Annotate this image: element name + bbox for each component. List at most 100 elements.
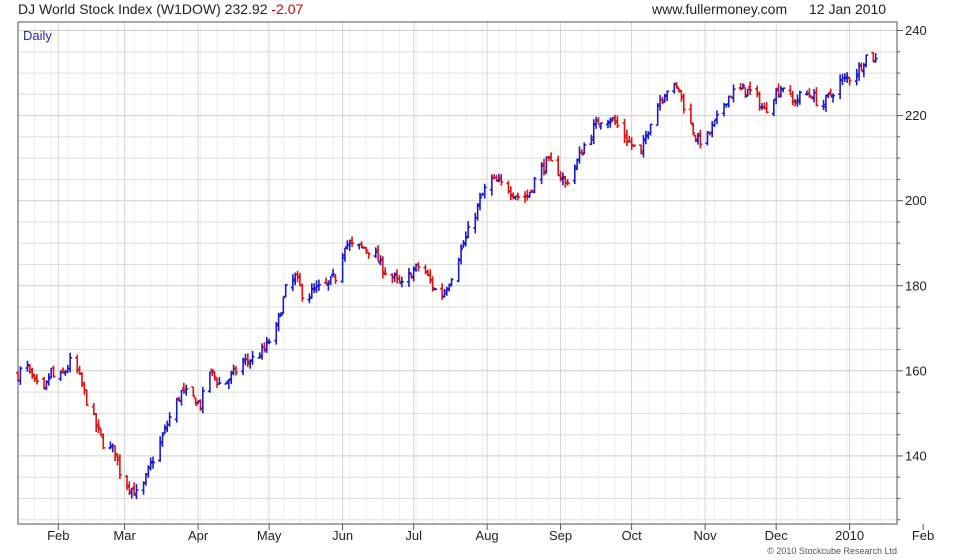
ohlc-bar <box>281 296 286 314</box>
plot-frame <box>17 21 898 525</box>
ohlc-bar <box>432 287 437 291</box>
chart-source: www.fullermoney.com 12 Jan 2010 <box>652 1 886 17</box>
ohlc-bar <box>873 53 878 63</box>
ohlc-bar <box>300 283 305 302</box>
ohlc-bar <box>459 244 464 265</box>
ohlc-bar <box>608 117 613 128</box>
ohlc-bar <box>160 432 165 447</box>
price-change: -2.07 <box>271 1 304 17</box>
ohlc-bar <box>333 274 338 284</box>
x-tick-label: Feb <box>912 528 934 543</box>
ohlc-bar <box>681 93 686 114</box>
ohlc-bar <box>364 247 369 254</box>
ohlc-bar <box>698 129 703 149</box>
y-tick-label: 140 <box>905 448 927 463</box>
ohlc-bar <box>807 88 812 98</box>
ohlc-bar <box>674 82 679 89</box>
plot-area <box>18 22 897 524</box>
ohlc-bar <box>316 279 321 291</box>
ohlc-bar <box>328 275 333 286</box>
ohlc-bar <box>283 284 288 298</box>
y-tick-label: 160 <box>905 363 927 378</box>
ohlc-bar <box>582 142 587 155</box>
x-tick-label: Nov <box>694 528 718 543</box>
ohlc-bar <box>864 54 869 68</box>
x-tick-label: 2010 <box>835 528 864 543</box>
x-tick-label: Oct <box>622 528 643 543</box>
ohlc-bar <box>632 144 637 148</box>
ohlc-bar <box>665 90 670 102</box>
x-tick-label: Feb <box>47 528 69 543</box>
ohlc-bar <box>383 267 388 276</box>
ohlc-bar <box>648 123 653 136</box>
ohlc-bar <box>46 373 51 386</box>
ohlc-bar <box>399 276 404 288</box>
x-tick-label: Apr <box>188 528 209 543</box>
ohlc-bar <box>359 241 364 249</box>
ohlc-bar <box>193 397 198 407</box>
y-tick-label: 200 <box>905 193 927 208</box>
ohlc-bar <box>18 366 23 385</box>
ohlc-bar <box>210 368 215 377</box>
source-site[interactable]: www.fullermoney.com <box>652 1 788 17</box>
ohlc-bar <box>366 251 371 259</box>
ohlc-bar <box>797 90 802 105</box>
ohlc-bar <box>466 221 471 239</box>
y-tick-label: 240 <box>905 23 927 38</box>
ohlc-bar <box>151 456 156 469</box>
chart-date: 12 Jan 2010 <box>809 1 887 17</box>
ohlc-bar <box>51 365 56 378</box>
ohlc-bar <box>532 177 537 194</box>
period-label: Daily <box>23 28 52 43</box>
ohlc-bar <box>278 312 283 318</box>
ohlc-bar <box>167 412 172 427</box>
ohlc-bar <box>814 87 819 107</box>
ohlc-bar <box>212 371 217 381</box>
ohlc-bar <box>134 484 139 500</box>
ohlc-bar <box>847 77 852 86</box>
ohlc-bar <box>233 366 238 376</box>
x-tick-label: Dec <box>765 528 789 543</box>
ohlc-bar <box>101 433 106 450</box>
copyright-notice: © 2010 Stockcube Research Ltd <box>767 546 897 556</box>
ohlc-bar <box>565 178 570 186</box>
ohlc-bar <box>96 419 101 433</box>
ohlc-bar <box>714 110 719 125</box>
ohlc-bar <box>499 174 504 186</box>
ohlc-bar <box>34 374 39 385</box>
x-tick-label: May <box>257 528 282 543</box>
ohlc-bar <box>350 236 355 248</box>
x-tick-label: Sep <box>549 528 572 543</box>
ohlc-bar <box>68 352 73 373</box>
ohlc-bar <box>748 81 753 95</box>
ohlc-bar <box>515 192 520 201</box>
chart-header: DJ World Stock Index (W1DOW) 232.92 -2.0… <box>18 1 303 17</box>
last-price: 232.92 <box>224 1 268 17</box>
ohlc-bar <box>191 386 196 397</box>
ohlc-bar <box>250 350 255 365</box>
ohlc-bar <box>731 84 736 103</box>
ohlc-bar <box>184 384 189 396</box>
ohlc-bar <box>406 267 411 287</box>
ohlc-bar <box>416 262 421 272</box>
ohlc-bar <box>579 149 584 156</box>
instrument-name: DJ World Stock Index (W1DOW) <box>18 1 221 17</box>
ohlc-bar <box>117 454 122 480</box>
x-tick-label: Jun <box>332 528 353 543</box>
ohlc-bar <box>84 389 89 407</box>
ohlc-bar <box>781 87 786 93</box>
x-tick-label: Jul <box>405 528 422 543</box>
ohlc-bar <box>217 377 222 385</box>
x-tick-label: Aug <box>476 528 499 543</box>
x-tick-label: Mar <box>113 528 136 543</box>
ohlc-bar <box>430 276 435 292</box>
ohlc-bar <box>831 93 836 103</box>
ohlc-bar <box>449 277 454 287</box>
ohlc-bar <box>691 122 696 136</box>
ohlc-bar <box>615 115 620 129</box>
ohlc-bar <box>549 152 554 162</box>
ohlc-bar <box>705 131 710 146</box>
y-tick-label: 220 <box>905 108 927 123</box>
ohlc-bar <box>482 183 487 199</box>
